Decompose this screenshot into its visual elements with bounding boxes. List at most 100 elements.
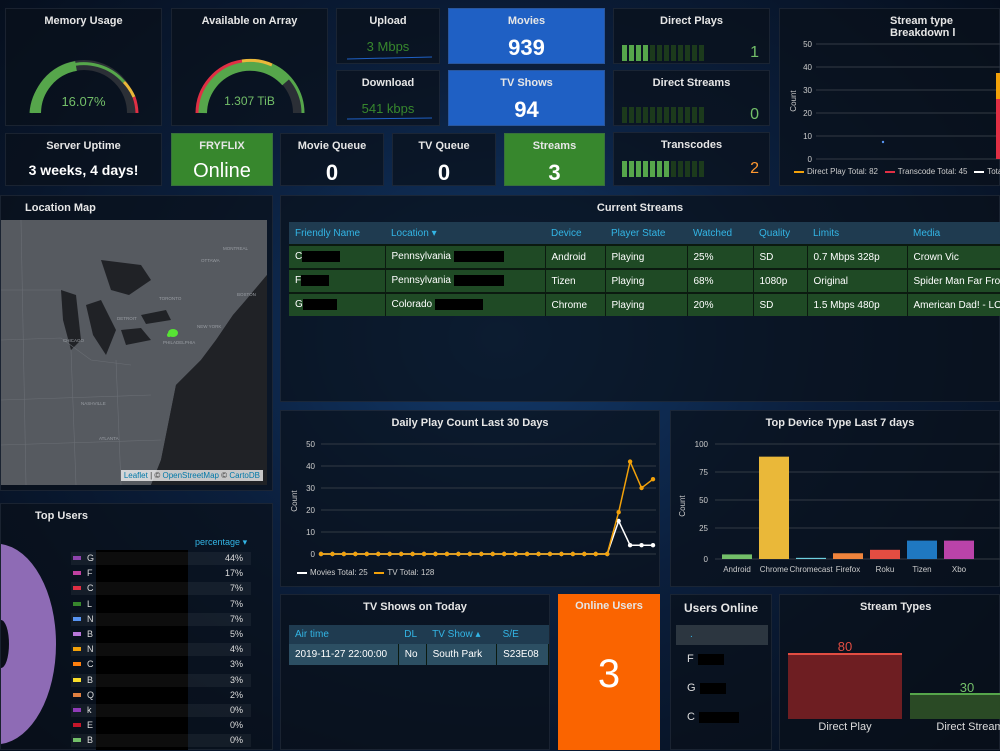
y-tick: 50 [306, 440, 315, 449]
user-percentage: 7% [229, 583, 243, 594]
cell-device: Tizen [545, 268, 606, 293]
map-attribution: Leaflet | © OpenStreetMap © CartoDB [120, 470, 263, 481]
movies-panel: Movies 939 [448, 8, 605, 64]
col-tv-show[interactable]: TV Show ▴ [426, 625, 497, 644]
streams-value: 3 [548, 160, 561, 185]
panel-title: Memory Usage [44, 15, 123, 27]
data-point [605, 551, 610, 557]
upload-sparkline [346, 56, 433, 60]
panel-title: Download [361, 77, 415, 89]
cell-media: Crown Vic [907, 244, 1000, 269]
cell-device: Android [545, 244, 606, 269]
transcodes-value: 2 [750, 160, 759, 177]
data-point [513, 551, 518, 557]
series-line-tv [321, 459, 654, 555]
cell-quality: SD [753, 292, 808, 316]
data-point [364, 551, 369, 557]
y-tick: 40 [306, 462, 315, 471]
list-item: B 5% [71, 628, 251, 641]
user-name: E [87, 720, 94, 731]
map-view[interactable]: CHICAGO OTTAWA MONTREAL TORONTO DETROIT … [1, 220, 267, 485]
top-users-redact [96, 550, 188, 750]
list-item: Q 2% [71, 689, 251, 702]
col-location[interactable]: Location ▾ [385, 222, 545, 245]
redacted-block [453, 275, 504, 287]
table-header-row: Air time DL TV Show ▴ S/E [289, 625, 549, 644]
top-device-panel: Top Device Type Last 7 days 100 75 50 25… [670, 410, 1000, 587]
user-row: F [687, 653, 739, 682]
data-point [456, 551, 461, 557]
y-axis-label: Count [678, 495, 687, 517]
attribution-separator: | © [147, 471, 163, 480]
panel-title: Top Users [35, 510, 88, 522]
cell-media: American Dad! - LO [907, 292, 1000, 316]
percentage-header[interactable]: percentage ▾ [195, 537, 247, 548]
user-percentage: 0% [229, 705, 243, 715]
cell-limits: 0.7 Mbps 328p [807, 244, 908, 269]
col-friendly-name[interactable]: Friendly Name [289, 222, 385, 245]
col-media[interactable]: Media [907, 222, 1000, 245]
cell-watched: 68% [687, 268, 754, 293]
panel-title: Upload [369, 15, 407, 27]
panel-title: Movies [507, 15, 546, 27]
transcodes-panel: Transcodes 2 [613, 132, 770, 186]
download-panel: Download 541 kbps [336, 70, 440, 126]
map-label: CHICAGO [63, 338, 85, 343]
map-label: TORONTO [159, 296, 182, 301]
list-item: k 0% [71, 704, 251, 717]
y-tick: 0 [808, 155, 813, 164]
header-label: percentage [195, 537, 241, 547]
col-player-state[interactable]: Player State [605, 222, 687, 245]
sort-desc-icon: ▾ [242, 537, 248, 547]
osm-link[interactable]: OpenStreetMap [162, 471, 219, 480]
data-point [318, 551, 324, 557]
redacted-block [453, 251, 504, 263]
data-point [479, 551, 484, 557]
map-label: BOSTON [237, 292, 256, 297]
user-initial: F [687, 653, 694, 665]
col-device[interactable]: Device [545, 222, 605, 245]
users-online-panel: Users Online . F G C [670, 594, 772, 750]
stream-type-label: Direct Play [818, 721, 872, 733]
cell-device: Chrome [545, 292, 606, 316]
carto-link[interactable]: CartoDB [229, 471, 260, 480]
legend-swatch [73, 662, 81, 667]
table-row[interactable]: C Pennsylvania Android Playing 25% SD 0.… [289, 244, 1000, 269]
map-label: ATLANTA [99, 436, 119, 441]
data-point [330, 551, 335, 557]
sort-asc-icon: ▴ [475, 629, 481, 640]
table-row[interactable]: 2019-11-27 22:00:00 No South Park S23E08 [289, 644, 549, 665]
legend-swatch [73, 616, 81, 621]
cell-watched: 20% [687, 292, 754, 316]
col-watched[interactable]: Watched [687, 222, 753, 245]
attribution-separator: © [218, 471, 230, 480]
direct-plays-value: 1 [750, 44, 759, 61]
col-se[interactable]: S/E [496, 625, 549, 644]
bar-android [722, 554, 752, 559]
user-percentage: 0% [229, 735, 243, 746]
x-tick-label: Xbo [952, 565, 967, 574]
user-row: G [687, 682, 739, 711]
tv-today-panel: TV Shows on Today Air time DL TV Show ▴ … [280, 594, 550, 750]
data-point [387, 551, 392, 557]
col-dl[interactable]: DL [398, 625, 427, 644]
data-point [582, 551, 587, 557]
table-row[interactable]: G Colorado Chrome Playing 20% SD 1.5 Mbp… [289, 292, 1000, 316]
legend-swatch [73, 601, 81, 606]
tv-queue-panel: TV Queue 0 [392, 133, 496, 186]
col-limits[interactable]: Limits [807, 222, 907, 245]
list-item: F 17% [71, 567, 251, 580]
leaflet-link[interactable]: Leaflet [123, 471, 148, 480]
cell-quality: 1080p [753, 268, 808, 293]
data-point [639, 485, 644, 491]
y-axis-label: Count [789, 90, 798, 112]
legend-total: Total: 25 [337, 568, 368, 577]
col-quality[interactable]: Quality [753, 222, 807, 245]
user-initial: G [687, 682, 696, 694]
memory-gauge [29, 60, 139, 114]
col-air-time[interactable]: Air time [289, 625, 399, 644]
user-name: k [87, 705, 92, 715]
direct-streams-panel: Direct Streams 0 [613, 70, 770, 126]
panel-title: TV Shows [500, 77, 553, 89]
table-row[interactable]: F Pennsylvania Tizen Playing 68% 1080p O… [289, 268, 1000, 293]
